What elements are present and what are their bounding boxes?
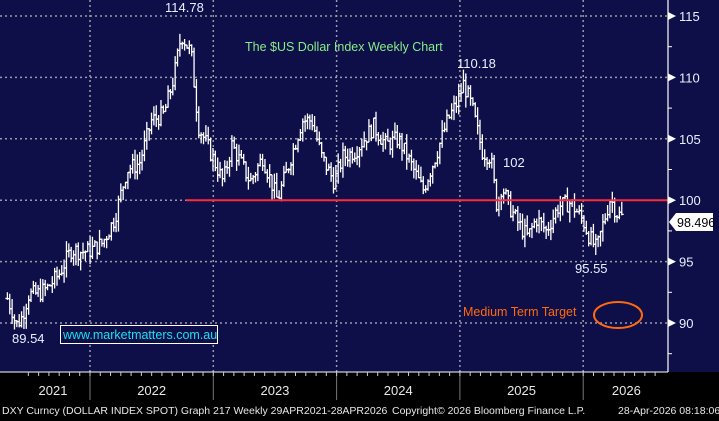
- footer-timestamp: 28-Apr-2026 08:18:06: [618, 405, 719, 417]
- x-tick-label: 2022: [137, 383, 166, 398]
- y-tick-label: 110: [679, 70, 700, 85]
- y-tick-marker: [668, 319, 676, 327]
- annotation-114-78: 114.78: [165, 0, 204, 15]
- y-tick-marker: [668, 73, 676, 82]
- annotation-110-18: 110.18: [457, 56, 496, 71]
- x-tick-label: 2024: [384, 383, 413, 398]
- last-price-tag-shape: [669, 213, 713, 231]
- annotation-89-54: 89.54: [12, 331, 45, 346]
- target-label: Medium Term Target: [463, 305, 577, 319]
- x-tick-label: 2025: [507, 383, 536, 398]
- target-ellipse: [593, 301, 643, 329]
- y-tick-label: 115: [679, 9, 700, 24]
- ohlc-bar: [619, 201, 624, 216]
- last-price-value: 98.496: [677, 216, 715, 230]
- chart-title: The $US Dollar Index Weekly Chart: [245, 40, 443, 54]
- x-tick-label: 2026: [612, 383, 641, 398]
- y-tick-label: 100: [679, 193, 701, 208]
- y-tick-marker: [668, 134, 676, 143]
- y-tick-label: 105: [679, 132, 701, 147]
- annotation-95-55: 95.55: [575, 261, 608, 276]
- annotation-102: 102: [503, 155, 525, 170]
- watermark-box: [60, 325, 218, 344]
- x-tick-label: 2023: [260, 383, 289, 398]
- y-tick-label: 90: [679, 316, 693, 331]
- y-tick-marker: [668, 257, 676, 266]
- x-tick-label: 2021: [39, 383, 68, 398]
- last-price-tag: 98.496: [669, 213, 715, 231]
- footer-copyright: Copyright© 2026 Bloomberg Finance L.P.: [392, 405, 586, 417]
- watermark-link[interactable]: www.marketmatters.com.au: [62, 328, 217, 342]
- footer-security-info: DXY Curncy (DOLLAR INDEX SPOT) Graph 217…: [2, 405, 388, 417]
- y-tick-label: 95: [679, 255, 693, 270]
- y-tick-marker: [668, 196, 676, 205]
- y-axis-area: [668, 0, 719, 372]
- y-tick-marker: [668, 12, 676, 20]
